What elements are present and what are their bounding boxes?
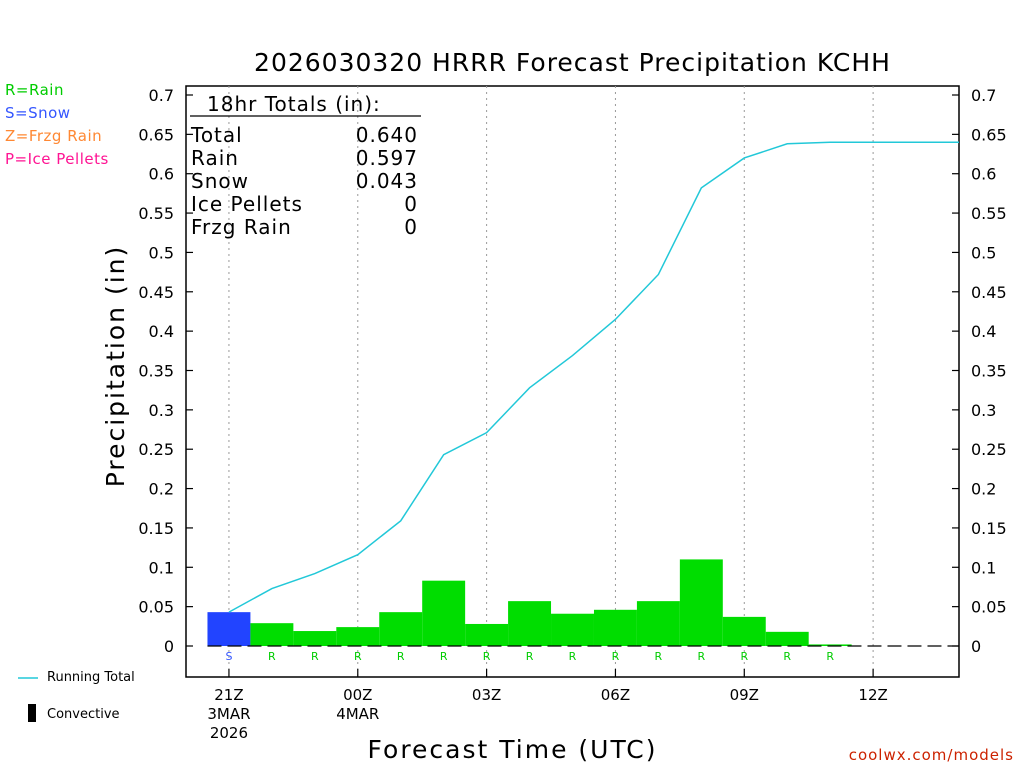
y-tick-label-right: 0.35 (971, 362, 1007, 381)
precip-type-label: R (440, 650, 448, 663)
precip-type-label: R (397, 650, 405, 663)
precip-bar (422, 580, 466, 646)
precip-bar (508, 601, 552, 646)
x-tick-date: 3MAR (207, 705, 250, 723)
precip-bar (465, 623, 509, 646)
precip-bar (593, 609, 637, 646)
y-tick-label-left: 0.15 (138, 519, 174, 538)
y-tick-label-right: 0.65 (971, 125, 1007, 144)
y-tick-label-left: 0 (164, 637, 174, 656)
chart-title: 2026030320 HRRR Forecast Precipitation K… (254, 48, 891, 77)
y-tick-label-right: 0.15 (971, 519, 1007, 538)
totals-row-label: Total (190, 123, 243, 147)
x-tick-date: 4MAR (336, 705, 379, 723)
precip-type-label: R (311, 650, 319, 663)
y-tick-label-left: 0.5 (149, 243, 174, 262)
legend-convective-label: Convective (47, 707, 120, 722)
totals-row-value: 0 (404, 192, 418, 216)
y-tick-label-left: 0.1 (149, 558, 174, 577)
x-tick-label: 09Z (730, 686, 759, 704)
x-axis-label: Forecast Time (UTC) (368, 735, 658, 764)
totals-row-value: 0.597 (356, 146, 418, 170)
legend-rain: R=Rain (5, 81, 64, 99)
legend-convective-swatch (28, 704, 36, 722)
totals-row-label: Snow (191, 169, 249, 193)
y-tick-label-left: 0.45 (138, 283, 174, 302)
totals-row-label: Frzg Rain (191, 215, 292, 239)
y-tick-label-right: 0.55 (971, 204, 1007, 223)
y-tick-label-right: 0.4 (971, 322, 996, 341)
precip-bar (207, 612, 251, 646)
precip-type-label: R (268, 650, 276, 663)
y-tick-label-right: 0.6 (971, 165, 996, 184)
x-tick-year: 2026 (210, 724, 248, 742)
precip-bar (679, 559, 723, 646)
totals-row-value: 0 (404, 215, 418, 239)
y-tick-label-right: 0.3 (971, 401, 996, 420)
precip-type-label: R (354, 650, 362, 663)
y-tick-label-left: 0.35 (138, 362, 174, 381)
precip-bar (379, 612, 423, 646)
precip-bar (765, 631, 809, 646)
precip-type-label: R (526, 650, 534, 663)
plot-frame (185, 85, 960, 678)
precip-bar (250, 623, 294, 646)
totals-row-value: 0.640 (356, 123, 418, 147)
x-tick-label: 00Z (343, 686, 372, 704)
precip-bar (808, 644, 852, 646)
precip-bar (722, 616, 766, 646)
legend-frzg-rain: Z=Frzg Rain (5, 127, 103, 145)
credit-link[interactable]: coolwx.com/models (848, 746, 1014, 764)
y-tick-label-left: 0.7 (149, 86, 174, 105)
precip-bar (293, 631, 337, 646)
x-tick-label: 21Z (214, 686, 243, 704)
y-tick-label-right: 0.25 (971, 440, 1007, 459)
y-tick-label-left: 0.2 (149, 480, 174, 499)
precip-type-label: R (655, 650, 663, 663)
y-tick-label-right: 0.5 (971, 243, 996, 262)
y-tick-label-left: 0.55 (138, 204, 174, 223)
precip-bar (636, 601, 680, 646)
y-tick-label-right: 0.7 (971, 86, 996, 105)
legend-ice-pellets: P=Ice Pellets (5, 150, 109, 168)
y-tick-label-right: 0.1 (971, 558, 996, 577)
precip-type-label: R (698, 650, 706, 663)
precip-type-label: R (783, 650, 791, 663)
x-tick-label: 12Z (858, 686, 887, 704)
totals-row-label: Rain (191, 146, 239, 170)
y-tick-label-right: 0.2 (971, 480, 996, 499)
y-tick-label-left: 0.65 (138, 125, 174, 144)
precip-type-label: R (740, 650, 748, 663)
precip-type-label: S (225, 650, 232, 663)
y-axis-label: Precipitation (in) (101, 245, 130, 488)
y-tick-label-right: 0 (971, 637, 981, 656)
precip-bar (551, 613, 594, 646)
legend-running-total-label: Running Total (47, 670, 135, 685)
y-tick-label-left: 0.6 (149, 165, 174, 184)
precip-bar (336, 627, 380, 646)
y-tick-label-left: 0.25 (138, 440, 174, 459)
legend-snow: S=Snow (5, 104, 71, 122)
y-tick-label-left: 0.4 (149, 322, 174, 341)
y-tick-label-left: 0.05 (138, 598, 174, 617)
x-tick-label: 03Z (472, 686, 501, 704)
precip-type-label: R (483, 650, 491, 663)
precip-type-label: R (569, 650, 577, 663)
totals-header: 18hr Totals (in): (207, 92, 381, 116)
y-tick-label-left: 0.3 (149, 401, 174, 420)
precip-type-label: R (826, 650, 834, 663)
x-tick-label: 06Z (601, 686, 630, 704)
totals-row-label: Ice Pellets (191, 192, 303, 216)
y-tick-label-right: 0.05 (971, 598, 1007, 617)
precip-type-label: R (612, 650, 620, 663)
totals-row-value: 0.043 (356, 169, 418, 193)
y-tick-label-right: 0.45 (971, 283, 1007, 302)
running-total-line (228, 141, 959, 613)
